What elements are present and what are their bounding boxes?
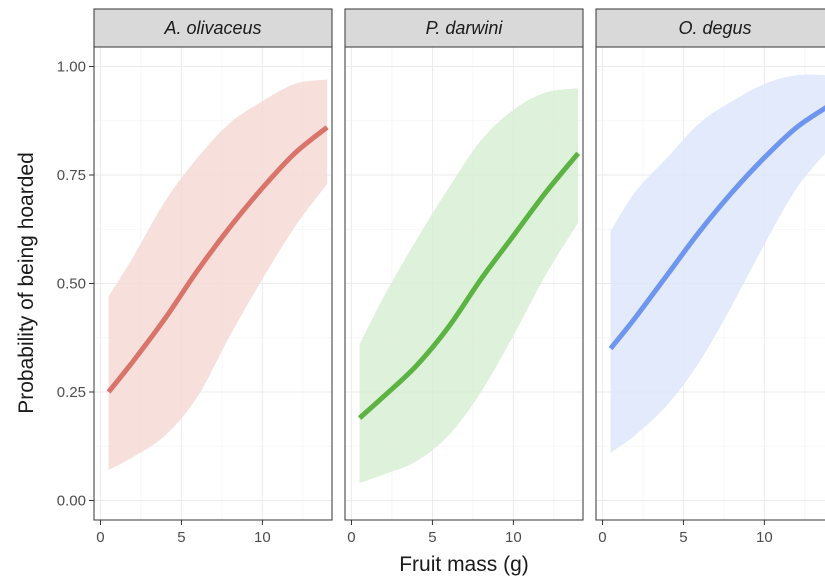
fitted-line (357, 151, 581, 420)
x-tick-label: 5 (679, 529, 687, 546)
y-axis-title: Probability of being hoarded (15, 152, 38, 414)
strip-label: O. degus (678, 18, 751, 38)
x-tick-label: 10 (254, 529, 271, 546)
confidence-band (610, 74, 825, 453)
x-axis-title: Fruit mass (g) (399, 553, 529, 576)
facet-panel: P. darwini 0 5 10 (344, 8, 584, 546)
y-tick-label: 0.75 (57, 167, 86, 184)
facet-panel: A. olivaceus 0 5 10 (93, 8, 333, 546)
fitted-line (106, 125, 329, 394)
x-tick-label: 0 (96, 529, 104, 546)
x-tick-label: 10 (756, 529, 773, 546)
y-tick-label: 0.25 (57, 384, 86, 401)
x-tick-label: 10 (505, 529, 522, 546)
y-tick-label: 0.50 (57, 276, 86, 293)
confidence-band (359, 88, 579, 484)
x-tick-label: 5 (428, 529, 436, 546)
y-axis: 0.00 0.25 0.50 0.75 1.00 (57, 59, 94, 509)
strip-label: A. olivaceus (163, 18, 261, 38)
strip-background (93, 8, 333, 48)
strip-background (344, 8, 584, 48)
y-tick-label: 1.00 (57, 59, 86, 76)
strip-background (595, 8, 825, 48)
y-tick-label: 0.00 (57, 492, 86, 509)
x-tick-label: 0 (598, 529, 606, 546)
strip-label: P. darwini (426, 18, 504, 38)
panels-layer: A. olivaceus 0 5 10 P. darwini 0 5 10 O. degus 0 5… (93, 8, 825, 546)
x-tick-label: 5 (177, 529, 185, 546)
x-tick-label: 0 (347, 529, 355, 546)
facet-panel: O. degus 0 5 10 (595, 8, 825, 546)
fitted-line (608, 105, 825, 351)
